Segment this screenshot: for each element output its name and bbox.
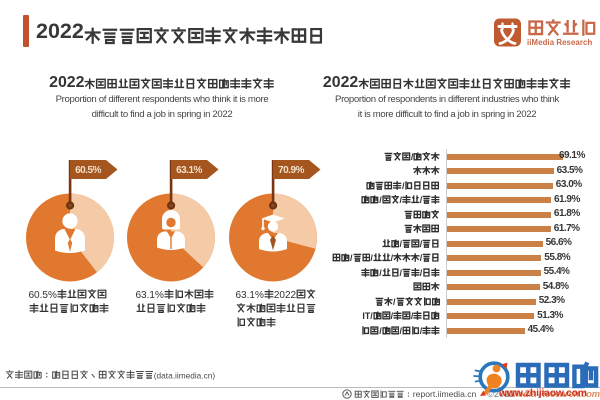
svg-text:63.1%: 63.1% [176,165,202,176]
svg-text:60.5%: 60.5% [75,165,101,176]
svg-text:70.9%: 70.9% [278,165,304,176]
